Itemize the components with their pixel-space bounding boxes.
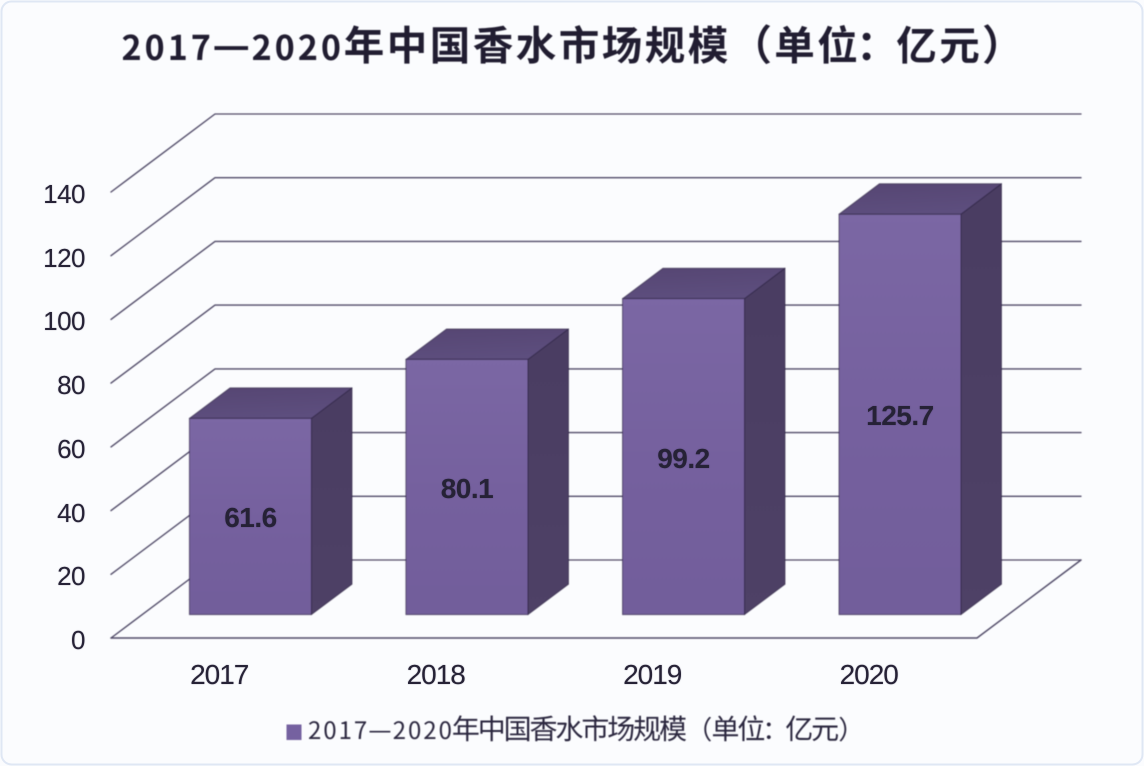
bar-top-face	[405, 328, 569, 360]
x-axis-category-label: 2017	[190, 659, 249, 690]
y-axis-tick-label: 0	[71, 625, 85, 655]
bar-data-label: 99.2	[657, 442, 710, 474]
y-axis-tick-label: 120	[43, 242, 85, 273]
bar-side-face	[527, 328, 569, 616]
bars-3d	[188, 183, 1002, 616]
gridline-100	[110, 240, 1082, 321]
bar-2020	[838, 183, 1002, 616]
bar-side-face	[960, 183, 1002, 616]
bar-top-face	[188, 387, 353, 419]
chart-title-text: 2017—2020年中国香水市场规模（单位：亿元）	[0, 0, 1, 1]
x-axis-category-label: 2020	[839, 659, 899, 690]
bar-2017	[188, 387, 353, 616]
gridline-40	[110, 431, 1082, 512]
floor-edge	[110, 559, 1082, 639]
bar-top-face	[622, 267, 786, 300]
gridline-120	[110, 177, 1082, 257]
bar-data-label: 125.7	[866, 400, 934, 432]
bar-top-face	[838, 183, 1002, 215]
bar-side-face	[744, 267, 786, 616]
y-axis-tick-label: 40	[57, 497, 85, 528]
gridline-0	[110, 559, 1082, 639]
gridlines	[110, 113, 1082, 639]
gridline-80	[110, 304, 1082, 384]
x-axis-category-label: 2019	[623, 659, 682, 690]
gridline-140	[110, 113, 1082, 193]
floor-outline	[110, 559, 1082, 639]
y-axis-tick-label: 60	[57, 433, 85, 464]
bar-data-label: 80.1	[440, 473, 494, 504]
legend-marker	[286, 724, 302, 740]
bar-side-face	[310, 387, 353, 616]
bar-data-label: 61.6	[224, 502, 277, 534]
y-axis-tick-label: 100	[43, 306, 85, 337]
y-axis-tick-label: 80	[57, 370, 85, 401]
y-axis-tick-label: 140	[43, 179, 85, 209]
y-axis-tick-label: 20	[57, 561, 85, 592]
legend-label: 2017—2020年中国香水市场规模（单位：亿元）	[0, 0, 1, 1]
bar-2019	[622, 267, 786, 616]
x-axis-category-label: 2018	[406, 659, 466, 690]
bar-2018	[405, 328, 569, 616]
